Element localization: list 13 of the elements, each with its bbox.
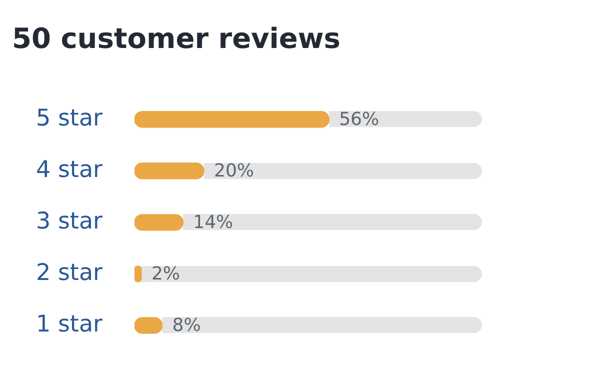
y-tick-label: 2 star bbox=[36, 260, 104, 286]
bar bbox=[134, 162, 204, 180]
data-label: 56% bbox=[339, 109, 380, 130]
y-tick-label: 1 star bbox=[36, 311, 104, 338]
bar bbox=[134, 214, 184, 231]
chart-title: 50 customer reviews bbox=[12, 22, 340, 56]
y-tick-label: 5 star bbox=[36, 105, 104, 132]
data-label: 8% bbox=[172, 315, 201, 336]
data-label: 14% bbox=[193, 212, 234, 234]
y-tick-label: 4 star bbox=[36, 156, 104, 183]
y-tick-label: 3 star bbox=[36, 208, 104, 234]
data-label: 2% bbox=[151, 264, 180, 285]
data-label: 20% bbox=[214, 160, 254, 182]
